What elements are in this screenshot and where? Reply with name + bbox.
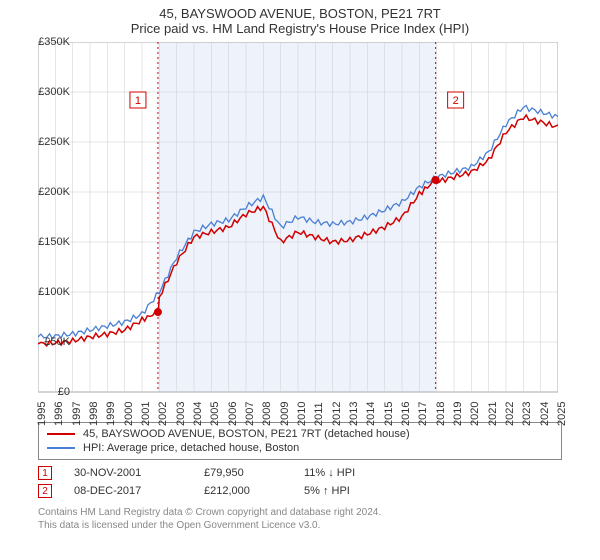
annotation-price-2: £212,000 [204, 485, 304, 497]
annotation-marker-1-text: 1 [42, 468, 48, 479]
y-axis-label: £0 [30, 386, 70, 398]
x-axis-label: 2025 [556, 402, 578, 426]
svg-text:2: 2 [453, 95, 459, 107]
svg-text:1: 1 [135, 95, 141, 107]
attribution-block: Contains HM Land Registry data © Crown c… [38, 506, 562, 532]
annotation-date-1: 30-NOV-2001 [74, 467, 204, 479]
annotation-table: 1 30-NOV-2001 £79,950 11% ↓ HPI 2 08-DEC… [38, 464, 562, 500]
chart-title-line1: 45, BAYSWOOD AVENUE, BOSTON, PE21 7RT [0, 6, 600, 21]
annotation-price-1: £79,950 [204, 467, 304, 479]
chart-area: 12 £0£50K£100K£150K£200K£250K£300K£350K1… [38, 42, 598, 412]
y-axis-label: £300K [30, 86, 70, 98]
chart-title-line2: Price paid vs. HM Land Registry's House … [0, 21, 600, 36]
annotation-marker-1: 1 [38, 466, 52, 480]
y-axis-label: £350K [30, 36, 70, 48]
legend-label-hpi: HPI: Average price, detached house, Bost… [83, 442, 299, 454]
page-container: 45, BAYSWOOD AVENUE, BOSTON, PE21 7RT Pr… [0, 0, 600, 560]
annotation-date-2: 08-DEC-2017 [74, 485, 204, 497]
y-axis-label: £200K [30, 186, 70, 198]
chart-svg: 12 [38, 42, 558, 432]
annotation-delta-2: 5% ↑ HPI [304, 485, 404, 497]
attribution-line2: This data is licensed under the Open Gov… [38, 519, 562, 532]
annotation-marker-2: 2 [38, 484, 52, 498]
annotation-marker-2-text: 2 [42, 486, 48, 497]
chart-title-block: 45, BAYSWOOD AVENUE, BOSTON, PE21 7RT Pr… [0, 0, 600, 38]
legend-row-hpi: HPI: Average price, detached house, Bost… [47, 441, 553, 455]
y-axis-label: £250K [30, 136, 70, 148]
y-axis-label: £100K [30, 286, 70, 298]
annotation-row-1: 1 30-NOV-2001 £79,950 11% ↓ HPI [38, 464, 562, 482]
legend-swatch-hpi [47, 443, 75, 453]
y-axis-label: £50K [30, 336, 70, 348]
y-axis-label: £150K [30, 236, 70, 248]
attribution-line1: Contains HM Land Registry data © Crown c… [38, 506, 562, 519]
annotation-delta-1: 11% ↓ HPI [304, 467, 404, 479]
annotation-row-2: 2 08-DEC-2017 £212,000 5% ↑ HPI [38, 482, 562, 500]
